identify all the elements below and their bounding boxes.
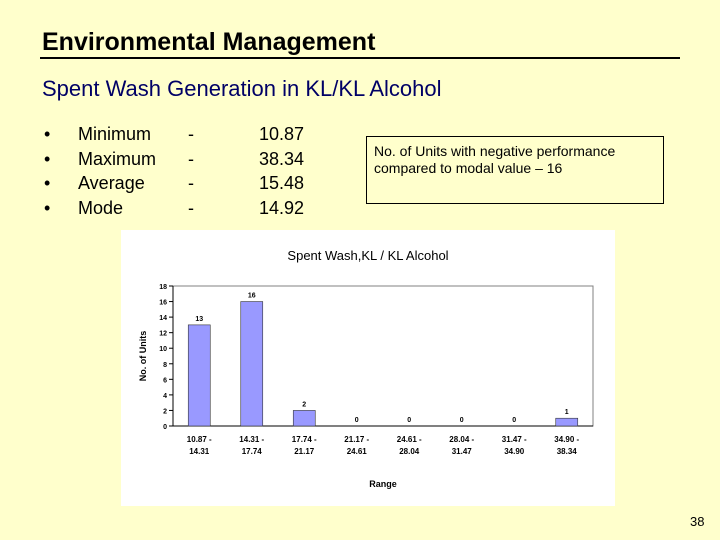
data-label: 2 xyxy=(302,401,306,408)
stat-value: 14.92 xyxy=(259,197,305,218)
page-number: 38 xyxy=(690,514,705,529)
x-axis-label: Range xyxy=(369,479,397,489)
bar xyxy=(292,410,316,427)
stat-label: Minimum xyxy=(78,124,152,144)
slide-subtitle: Spent Wash Generation in KL/KL Alcohol xyxy=(42,76,442,101)
data-label: 0 xyxy=(407,417,411,424)
x-tick-label: 10.87 - xyxy=(187,435,212,444)
stat-dash: - xyxy=(188,197,194,218)
data-label: 0 xyxy=(460,417,464,424)
x-tick-label: 34.90 - xyxy=(554,435,579,444)
stat-label: Maximum xyxy=(78,148,157,169)
stat-value: 38.34 xyxy=(259,148,305,169)
chart-title: Spent Wash,KL / KL Alcohol xyxy=(287,248,448,263)
x-tick-label: 17.74 xyxy=(242,447,263,456)
stat-value: 15.48 xyxy=(259,173,305,193)
data-label: 1 xyxy=(565,409,569,416)
x-tick-label: 28.04 xyxy=(399,447,420,456)
y-tick-label: 4 xyxy=(163,393,167,400)
y-tick-label: 12 xyxy=(159,331,167,338)
y-tick-label: 2 xyxy=(163,408,167,415)
data-label: 0 xyxy=(355,417,359,424)
stat-value: 10.87 xyxy=(259,124,305,144)
chart-svg: Spent Wash,KL / KL Alcohol02468101214161… xyxy=(138,248,594,489)
x-tick-label: 28.04 - xyxy=(449,435,474,444)
y-tick-label: 6 xyxy=(163,377,167,384)
x-tick-label: 24.61 - xyxy=(397,435,422,444)
data-label: 16 xyxy=(248,293,256,300)
y-tick-label: 18 xyxy=(159,284,167,291)
stat-dash: - xyxy=(188,173,194,193)
bullet: • xyxy=(44,197,51,218)
data-label: 0 xyxy=(512,417,516,424)
y-tick-label: 16 xyxy=(159,300,167,307)
title-underline xyxy=(40,57,680,59)
bar xyxy=(555,417,579,427)
x-tick-label: 31.47 - xyxy=(502,435,527,444)
x-tick-label: 31.47 xyxy=(452,447,473,456)
bullet: • xyxy=(44,173,51,193)
bar xyxy=(187,324,211,427)
data-label: 13 xyxy=(195,316,203,323)
bullet: • xyxy=(44,148,51,169)
histogram-chart: Spent Wash,KL / KL Alcohol 0 2 4 6 8 10 12 14 16 1… xyxy=(121,230,615,506)
plot-area xyxy=(172,285,594,427)
bar xyxy=(240,301,264,427)
x-tick-label: 14.31 - xyxy=(239,435,264,444)
x-tick-label: 17.74 - xyxy=(292,435,317,444)
y-tick-label: 14 xyxy=(159,315,167,322)
x-tick-label: 38.34 xyxy=(557,447,578,456)
y-tick-label: 8 xyxy=(163,362,167,369)
y-tick-label: 10 xyxy=(159,346,167,353)
x-tick-label: 34.90 xyxy=(504,447,525,456)
negative-performance-note: No. of Units with negative performance c… xyxy=(366,136,664,204)
x-tick-label: 21.17 - xyxy=(344,435,369,444)
bullet: • xyxy=(44,124,51,144)
x-tick-label: 24.61 xyxy=(347,447,368,456)
y-tick-label: 0 xyxy=(163,424,167,431)
stat-dash: - xyxy=(188,148,194,169)
stat-label: Mode xyxy=(78,197,124,218)
slide-title: Environmental Management xyxy=(42,28,376,56)
y-axis-label: No. of Units xyxy=(138,331,148,382)
x-tick-label: 14.31 xyxy=(189,447,210,456)
stat-label: Average xyxy=(78,173,145,193)
x-tick-label: 21.17 xyxy=(294,447,315,456)
stat-dash: - xyxy=(188,124,194,144)
